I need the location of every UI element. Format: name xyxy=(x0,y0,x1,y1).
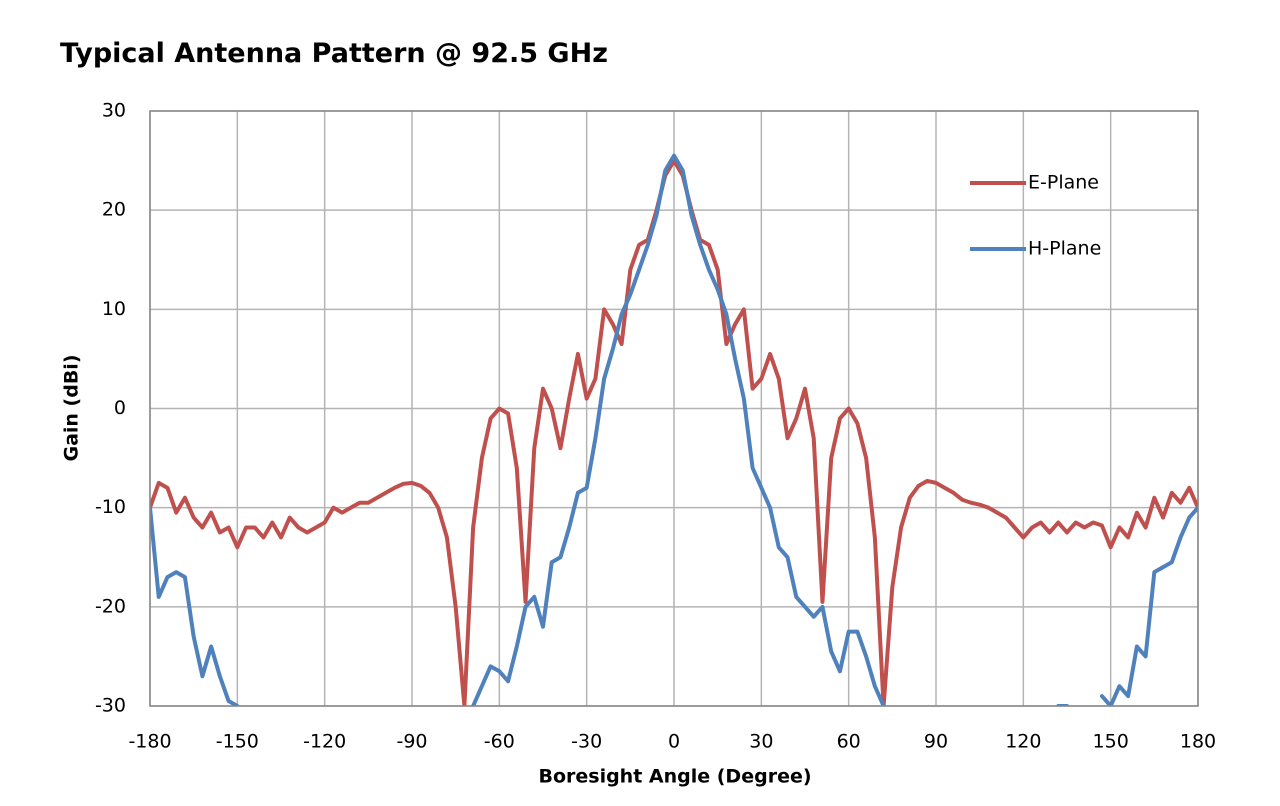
legend-label: H-Plane xyxy=(1028,238,1101,260)
y-axis-title: Gain (dBi) xyxy=(61,354,83,461)
legend-label: E-Plane xyxy=(1028,172,1099,194)
y-tick-label: -20 xyxy=(95,595,126,617)
y-tick-label: 10 xyxy=(102,298,126,320)
x-tick-label: -180 xyxy=(128,731,171,753)
x-tick-label: 120 xyxy=(1005,731,1041,753)
x-tick-label: 150 xyxy=(1093,731,1129,753)
y-tick-label: -30 xyxy=(95,695,126,717)
x-tick-label: 60 xyxy=(837,731,861,753)
chart-title: Typical Antenna Pattern @ 92.5 GHz xyxy=(60,38,608,69)
y-tick-label: 20 xyxy=(102,199,126,221)
y-tick-label: 30 xyxy=(102,100,126,122)
x-tick-label: 90 xyxy=(924,731,948,753)
legend: E-Plane H-Plane xyxy=(970,172,1101,260)
x-tick-label: -90 xyxy=(396,731,427,753)
y-tick-label: -10 xyxy=(95,496,126,518)
y-tick-label: 0 xyxy=(114,397,126,419)
x-tick-label: -120 xyxy=(303,731,346,753)
x-tick-label: 30 xyxy=(749,731,773,753)
x-tick-label: 0 xyxy=(668,731,680,753)
plot-border xyxy=(149,110,1199,707)
plot-lines xyxy=(150,153,1198,706)
data-line xyxy=(150,153,1198,706)
x-tick-label: 180 xyxy=(1180,731,1216,753)
data-line xyxy=(150,158,1198,706)
x-tick-label: -150 xyxy=(216,731,259,753)
x-tick-label: -30 xyxy=(571,731,602,753)
x-tick-label: -60 xyxy=(484,731,515,753)
grid xyxy=(149,110,1199,707)
x-axis-title: Boresight Angle (Degree) xyxy=(538,766,811,788)
